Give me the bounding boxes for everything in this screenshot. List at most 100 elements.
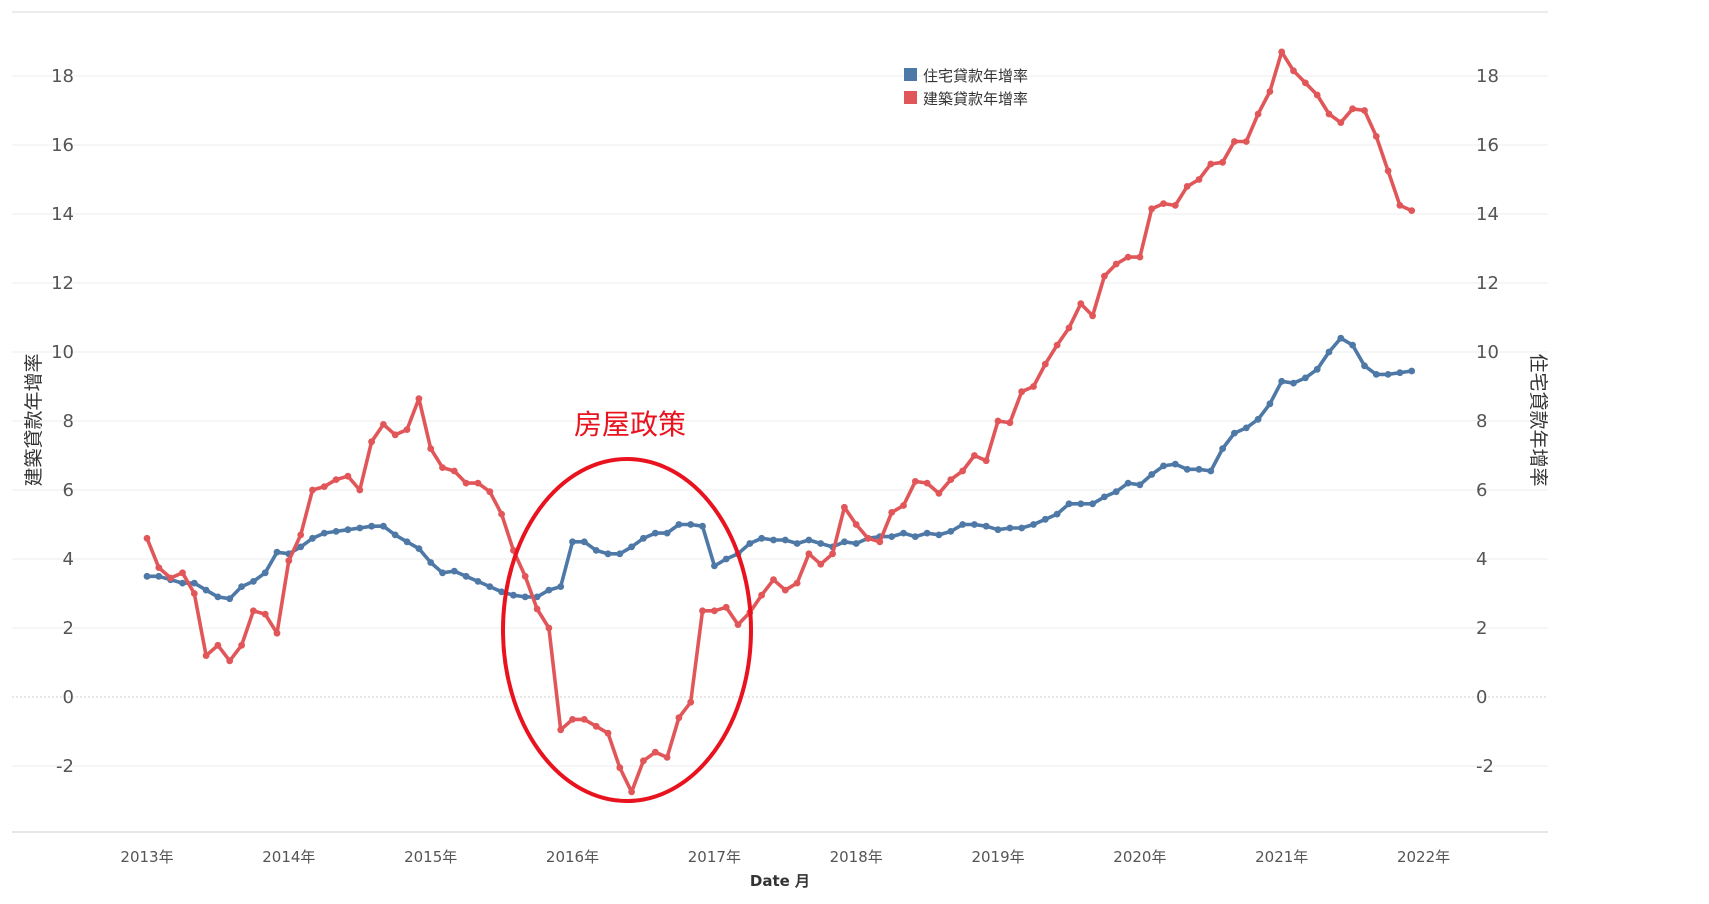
data-point bbox=[935, 531, 943, 539]
data-point bbox=[1219, 445, 1226, 452]
data-point bbox=[1231, 138, 1238, 145]
data-point bbox=[947, 528, 955, 535]
data-point bbox=[663, 754, 671, 761]
data-point bbox=[368, 522, 375, 530]
data-point bbox=[320, 483, 328, 490]
data-point bbox=[687, 698, 695, 706]
data-point bbox=[888, 509, 896, 516]
data-point bbox=[415, 395, 423, 402]
y-tick-label-right: 2 bbox=[1476, 618, 1487, 639]
data-point bbox=[1195, 176, 1203, 183]
data-point bbox=[959, 521, 966, 528]
data-point bbox=[1290, 379, 1297, 387]
data-point bbox=[557, 583, 565, 590]
data-point bbox=[155, 572, 163, 580]
y-tick-label-right: 16 bbox=[1476, 135, 1499, 156]
data-point bbox=[1384, 371, 1392, 378]
data-point bbox=[746, 540, 754, 547]
data-point bbox=[1195, 465, 1203, 473]
data-point bbox=[486, 583, 494, 590]
data-point bbox=[592, 722, 600, 730]
data-point bbox=[1290, 67, 1297, 75]
legend-swatch-housing bbox=[904, 68, 917, 81]
data-point bbox=[391, 431, 399, 439]
data-point bbox=[1065, 324, 1073, 332]
data-point bbox=[805, 550, 813, 558]
x-tick-label: 2014年 bbox=[262, 848, 315, 866]
data-point bbox=[486, 488, 494, 496]
data-point bbox=[1101, 272, 1108, 280]
data-point bbox=[226, 657, 234, 665]
data-point bbox=[155, 564, 163, 571]
data-point bbox=[841, 538, 848, 546]
data-point bbox=[628, 788, 635, 796]
data-point bbox=[403, 538, 411, 546]
data-point bbox=[900, 529, 907, 537]
data-point bbox=[604, 550, 612, 558]
data-point bbox=[770, 576, 777, 584]
y-tick-label-right: 18 bbox=[1476, 66, 1499, 87]
data-point bbox=[805, 536, 813, 544]
data-point bbox=[876, 538, 884, 546]
data-point bbox=[1006, 524, 1014, 532]
data-point bbox=[1372, 133, 1380, 140]
data-point bbox=[1207, 160, 1215, 168]
data-point bbox=[226, 595, 234, 603]
data-point bbox=[545, 624, 553, 632]
data-point bbox=[687, 521, 695, 528]
data-point bbox=[1337, 119, 1345, 126]
data-point bbox=[1077, 300, 1085, 308]
data-point bbox=[214, 641, 222, 649]
data-point bbox=[1124, 479, 1132, 487]
data-point bbox=[628, 543, 635, 551]
data-point bbox=[781, 536, 789, 544]
y-tick-label-left: 4 bbox=[63, 549, 74, 570]
data-point bbox=[640, 757, 647, 765]
data-point bbox=[1325, 348, 1333, 356]
data-point bbox=[238, 583, 246, 590]
data-point bbox=[1254, 415, 1262, 423]
data-point bbox=[781, 586, 789, 594]
data-point bbox=[580, 538, 588, 546]
data-point bbox=[214, 593, 222, 601]
x-tick-label: 2017年 bbox=[688, 848, 741, 866]
right-y-axis-ticks: 18 16 14 12 10 8 6 4 2 0 -2 bbox=[1476, 66, 1499, 777]
y-tick-label-left: -2 bbox=[56, 756, 74, 777]
data-point bbox=[439, 569, 446, 577]
data-point bbox=[1408, 367, 1416, 375]
data-point bbox=[1018, 388, 1026, 396]
data-point bbox=[427, 559, 435, 566]
data-point bbox=[380, 421, 387, 428]
data-point bbox=[1242, 424, 1250, 432]
series-line bbox=[145, 336, 1414, 601]
data-point bbox=[439, 464, 446, 471]
data-point bbox=[911, 533, 919, 540]
data-point bbox=[841, 503, 848, 511]
data-point bbox=[793, 579, 801, 587]
y-tick-label-left: 8 bbox=[63, 411, 74, 432]
data-point bbox=[309, 486, 316, 494]
y-tick-label-right: 0 bbox=[1476, 687, 1487, 708]
data-point bbox=[273, 548, 281, 556]
data-point bbox=[545, 586, 553, 594]
data-point bbox=[297, 543, 305, 551]
data-point bbox=[344, 526, 352, 534]
data-point bbox=[971, 521, 978, 528]
data-point bbox=[1053, 510, 1061, 518]
gridlines bbox=[12, 75, 1548, 767]
data-point bbox=[699, 607, 706, 615]
y-tick-label-right: 8 bbox=[1476, 411, 1487, 432]
legend-label-construction: 建築貸款年增率 bbox=[923, 90, 1028, 108]
data-point bbox=[722, 603, 730, 611]
data-point bbox=[498, 510, 505, 518]
data-point bbox=[1101, 493, 1108, 501]
data-point bbox=[1160, 200, 1167, 208]
data-point bbox=[1183, 183, 1191, 190]
data-point bbox=[1136, 481, 1144, 489]
data-point bbox=[923, 529, 931, 537]
data-point bbox=[852, 540, 860, 547]
data-point bbox=[1313, 365, 1321, 373]
data-point bbox=[1030, 383, 1037, 390]
data-point bbox=[1041, 360, 1049, 368]
data-point bbox=[1384, 167, 1392, 175]
